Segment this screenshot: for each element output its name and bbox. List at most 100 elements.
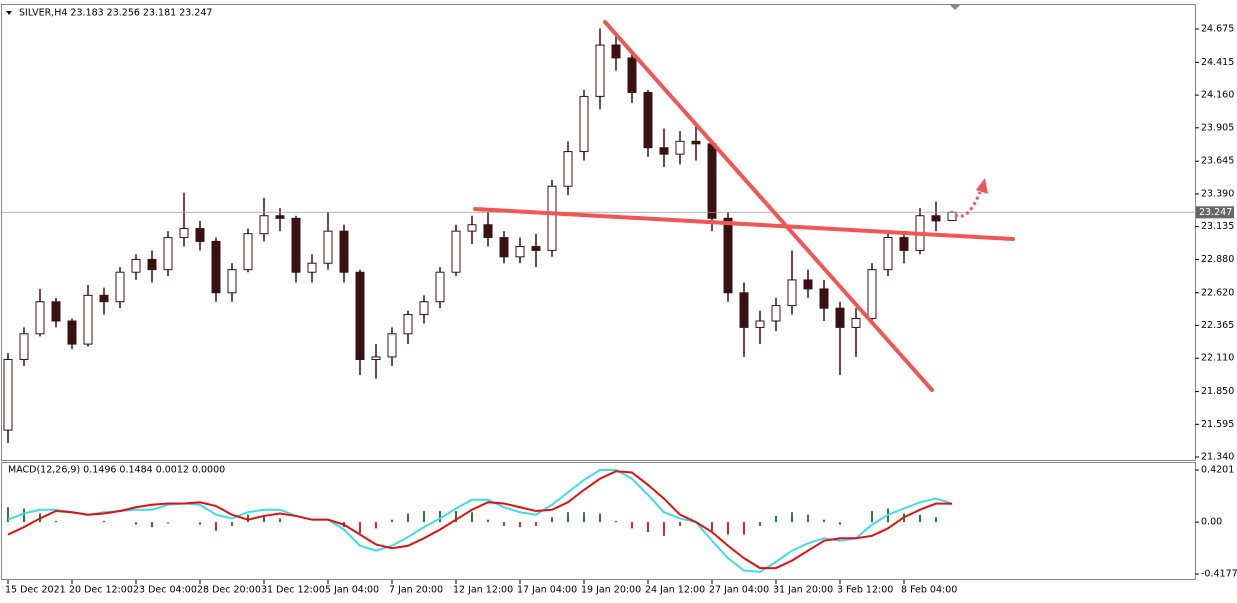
y-tick-label: 23.905: [1201, 122, 1234, 133]
histogram-bar: [407, 513, 409, 523]
x-tick-label: 7 Jan 20:00: [389, 585, 443, 596]
candle-body: [483, 224, 493, 239]
candle-body: [147, 258, 157, 271]
histogram-bar: [599, 513, 601, 523]
histogram-bar: [727, 522, 729, 535]
candle-body: [691, 140, 701, 145]
histogram-bar: [7, 507, 9, 523]
candle-body: [179, 228, 189, 239]
candle-body: [403, 314, 413, 335]
candle-body: [499, 237, 509, 258]
candle-body: [35, 301, 45, 335]
histogram-bar: [807, 514, 809, 523]
histogram-bar: [55, 520, 57, 523]
y-tick-label: 22.110: [1201, 353, 1234, 364]
histogram-bar: [103, 520, 105, 523]
candle-body: [547, 185, 557, 251]
histogram-bar: [167, 522, 169, 524]
candle-body: [675, 140, 685, 155]
histogram-bar: [455, 510, 457, 523]
candle-body: [707, 143, 717, 219]
candle-body: [899, 237, 909, 251]
candle-body: [451, 230, 461, 273]
x-tick-label: 17 Jan 04:00: [517, 585, 577, 596]
histogram-bar: [839, 522, 841, 525]
x-tick-label: 28 Dec 20:00: [197, 585, 261, 596]
histogram-bar: [935, 517, 937, 523]
x-tick-label: 5 Jan 04:00: [325, 585, 379, 596]
x-tick-label: 31 Jan 20:00: [773, 585, 833, 596]
current-price-box: [1196, 206, 1234, 219]
candle-body: [419, 301, 429, 316]
histogram-bar: [759, 522, 761, 526]
y-tick-label: 21.850: [1201, 386, 1234, 397]
histogram-bar: [279, 518, 281, 523]
candle-body: [819, 288, 829, 309]
x-tick-label: 8 Feb 04:00: [901, 585, 957, 596]
histogram-bar: [439, 510, 441, 523]
candle-body: [563, 151, 573, 187]
y-tick-label: 22.620: [1201, 287, 1234, 298]
candle-body: [227, 269, 237, 294]
histogram-bar: [775, 515, 777, 523]
candle-body: [275, 215, 285, 219]
histogram-bar: [535, 522, 537, 526]
candle-body: [611, 44, 621, 59]
candle-body: [467, 224, 477, 232]
histogram-bar: [263, 515, 265, 523]
macd-panel-frame: [1, 462, 1196, 580]
histogram-bar: [615, 520, 617, 523]
candle-body: [163, 237, 173, 271]
y-tick-label: 23.135: [1201, 221, 1234, 232]
y-tick-label: 23.645: [1201, 156, 1234, 167]
histogram-bar: [631, 522, 633, 529]
candle-body: [355, 271, 365, 361]
histogram-bar: [135, 522, 137, 525]
histogram-bar: [567, 512, 569, 523]
histogram-bar: [423, 510, 425, 523]
x-tick-label: 19 Jan 20:00: [581, 585, 641, 596]
candle-body: [931, 215, 941, 222]
menu-triangle: [6, 11, 12, 15]
plot: 24.675 24.415 24.160 23.905 23.645 23.390 23.1…: [2, 24, 1237, 596]
histogram-bar: [375, 522, 377, 529]
x-tick-label: 3 Feb 12:00: [837, 585, 893, 596]
x-tick-label: 12 Jan 12:00: [453, 585, 513, 596]
candle-body: [627, 57, 637, 94]
y-tick-label: 24.415: [1201, 57, 1234, 68]
x-tick-label: 15 Dec 2021: [5, 585, 66, 596]
histogram-bar: [487, 519, 489, 523]
x-tick-label: 23 Dec 04:00: [133, 585, 197, 596]
histogram-bar: [215, 522, 217, 531]
candle-body: [371, 356, 381, 361]
histogram-bar: [583, 512, 585, 523]
candle-body: [659, 147, 669, 155]
y-tick-label: 21.340: [1201, 452, 1234, 463]
histogram-bar: [871, 510, 873, 523]
candle-body: [339, 230, 349, 273]
main-panel-frame: [1, 4, 1196, 461]
candle-body: [131, 258, 141, 273]
candle-body: [435, 271, 445, 303]
y-tick-label: 21.595: [1201, 419, 1234, 430]
candle-body: [115, 271, 125, 303]
candle-body: [883, 237, 893, 271]
candle-body: [67, 320, 77, 345]
candle-body: [531, 246, 541, 251]
candle-body: [851, 317, 861, 328]
candle-body: [867, 269, 877, 319]
signal-line: [7, 470, 953, 570]
candle-body: [51, 301, 61, 322]
candle-body: [259, 215, 269, 235]
candle-body: [387, 333, 397, 358]
histogram-bar: [391, 519, 393, 523]
histogram-bar: [503, 522, 505, 526]
histogram-bar: [471, 512, 473, 523]
histogram-bar: [551, 517, 553, 523]
candle-body: [99, 294, 109, 303]
histogram-bar: [919, 514, 921, 523]
candle-body: [643, 92, 653, 149]
arrow-head: [976, 178, 988, 194]
